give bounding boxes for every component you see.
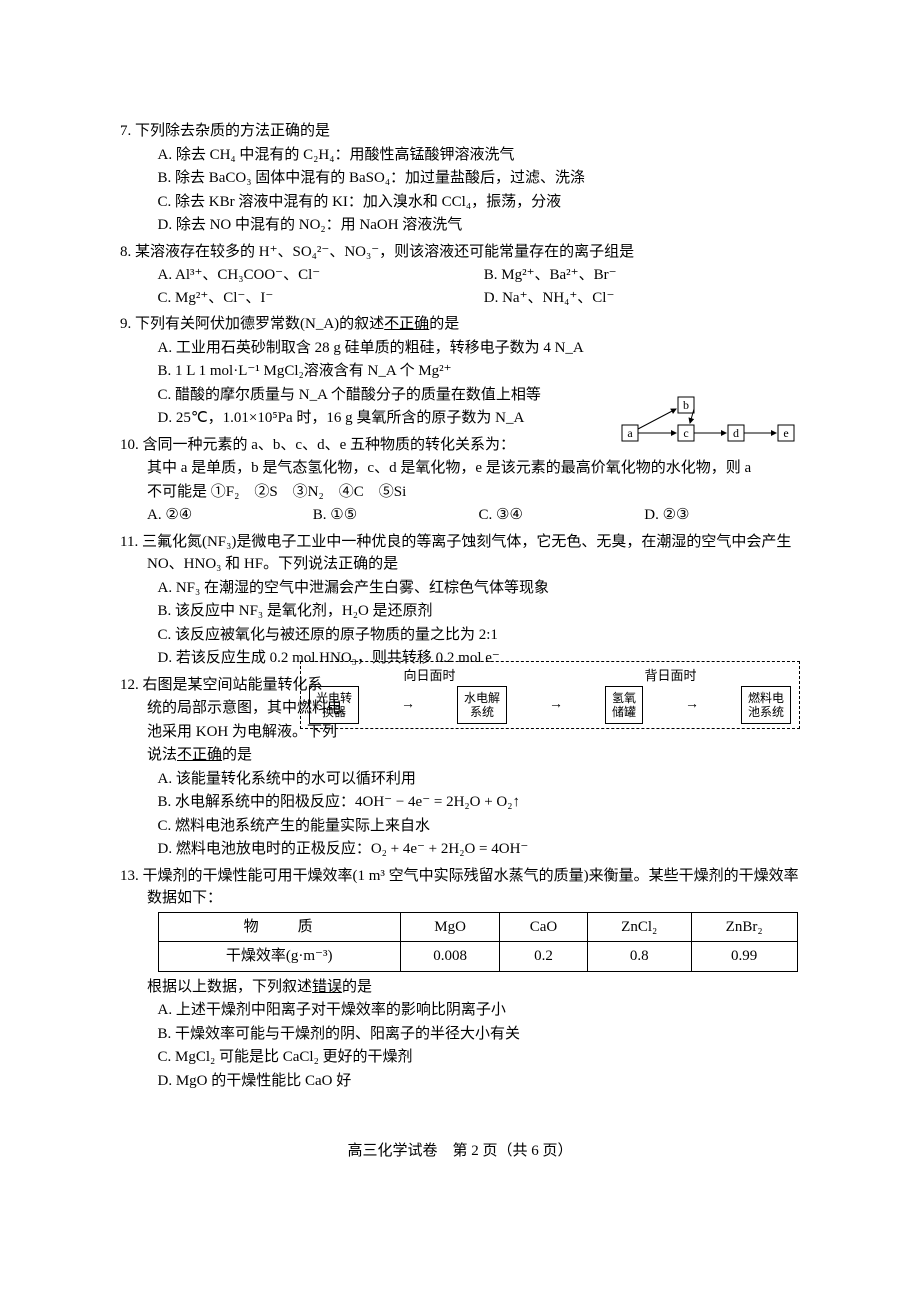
q12-box4: 燃料电 池系统: [741, 686, 791, 725]
q13-cont-pre: 根据以上数据，下列叙述: [147, 979, 312, 995]
q13-opt-b: B. 干燥效率可能与干燥剂的阴、阳离子的半径大小有关: [158, 1023, 811, 1046]
q10-node-b: b: [683, 398, 689, 412]
q12-box1-l1: 光电转: [316, 691, 352, 705]
q13-h0: 物 质: [158, 912, 400, 942]
q10-node-c: c: [683, 426, 688, 440]
q12-stem4-post: 的是: [222, 747, 252, 763]
q8-opt-b: B. Mg²⁺、Ba²⁺、Br⁻: [484, 264, 810, 287]
q9-stem-post: 的是: [429, 316, 459, 332]
q12-box3-l2: 储罐: [612, 705, 636, 719]
q13-v3: 0.99: [691, 942, 797, 972]
q11-opt-a: A. NF₃ 在潮湿的空气中泄漏会产生白雾、红棕色气体等现象: [158, 577, 811, 600]
q13-cont: 根据以上数据，下列叙述错误的是: [147, 976, 810, 999]
q13-cont-post: 的是: [342, 979, 372, 995]
q12-box4-l2: 池系统: [748, 705, 784, 719]
q13-opt-d: D. MgO 的干燥性能比 CaO 好: [158, 1070, 811, 1093]
q12-box3-l1: 氢氧: [612, 691, 636, 705]
q12-box2-l1: 水电解: [464, 691, 500, 705]
q12-label-left: 向日面时: [309, 666, 550, 686]
question-11: 11. 三氟化氮(NF₃)是微电子工业中一种优良的等离子蚀刻气体，它无色、无臭，…: [120, 531, 810, 670]
table-row: 物 质 MgO CaO ZnCl₂ ZnBr₂: [158, 912, 797, 942]
q7-stem: 7. 下列除去杂质的方法正确的是: [147, 120, 810, 143]
q12-stem4-und: 不正确: [177, 747, 222, 763]
page-footer: 高三化学试卷 第 2 页（共 6 页）: [0, 1140, 920, 1163]
q12-box4-l1: 燃料电: [748, 691, 784, 705]
question-7: 7. 下列除去杂质的方法正确的是 A. 除去 CH₄ 中混有的 C₂H₄：用酸性…: [120, 120, 810, 237]
q13-opt-a: A. 上述干燥剂中阳离子对干燥效率的影响比阴离子小: [158, 999, 811, 1022]
q9-stem-und: 不正确: [384, 316, 429, 332]
q12-box2: 水电解 系统: [457, 686, 507, 725]
q12-stem4: 说法不正确的是: [147, 744, 477, 767]
q13-table: 物 质 MgO CaO ZnCl₂ ZnBr₂ 干燥效率(g·m⁻³) 0.00…: [158, 912, 798, 972]
q12-box3: 氢氧 储罐: [605, 686, 643, 725]
q9-stem-pre: 9. 下列有关阿伏加德罗常数(N_A)的叙述: [120, 316, 384, 332]
q7-opt-d: D. 除去 NO 中混有的 NO₂：用 NaOH 溶液洗气: [158, 214, 811, 237]
q10-opt-c: C. ③④: [479, 504, 645, 527]
table-row: 干燥效率(g·m⁻³) 0.008 0.2 0.8 0.99: [158, 942, 797, 972]
q12-diagram: 向日面时 背日面时 光电转 换器 → 水电解 系统 → 氢氧 储罐 → 燃料电 …: [300, 661, 800, 729]
q12-opt-b: B. 水电解系统中的阳极反应：4OH⁻ − 4e⁻ = 2H₂O + O₂↑: [158, 791, 811, 814]
q7-opt-c: C. 除去 KBr 溶液中混有的 KI：加入溴水和 CCl₄，振荡，分液: [158, 191, 811, 214]
arrow-icon: →: [401, 694, 415, 715]
q9-stem: 9. 下列有关阿伏加德罗常数(N_A)的叙述不正确的是: [147, 313, 810, 336]
q10-cont1: 其中 a 是单质，b 是气态氢化物，c、d 是氧化物，e 是该元素的最高价氧化物…: [147, 457, 810, 480]
q13-opt-c: C. MgCl₂ 可能是比 CaCl₂ 更好的干燥剂: [158, 1046, 811, 1069]
q13-rl: 干燥效率(g·m⁻³): [158, 942, 400, 972]
q13-stem: 13. 干燥剂的干燥性能可用干燥效率(1 m³ 空气中实际残留水蒸气的质量)来衡…: [147, 865, 810, 910]
q10-opt-d: D. ②③: [644, 504, 810, 527]
q10-node-d: d: [733, 426, 739, 440]
q13-h3: ZnCl₂: [587, 912, 691, 942]
q12-box2-l2: 系统: [464, 705, 500, 719]
arrow-icon: →: [685, 694, 699, 715]
q10-opt-b: B. ①⑤: [313, 504, 479, 527]
arrow-icon: →: [549, 694, 563, 715]
q7-opt-b: B. 除去 BaCO₃ 固体中混有的 BaSO₄：加过量盐酸后，过滤、洗涤: [158, 167, 811, 190]
q13-v1: 0.2: [500, 942, 587, 972]
q11-opt-c: C. 该反应被氧化与被还原的原子物质的量之比为 2:1: [158, 624, 811, 647]
q12-opt-d: D. 燃料电池放电时的正极反应：O₂ + 4e⁻ + 2H₂O = 4OH⁻: [158, 838, 811, 861]
q8-opt-d: D. Na⁺、NH₄⁺、Cl⁻: [484, 287, 810, 310]
q11-opt-b: B. 该反应中 NF₃ 是氧化剂，H₂O 是还原剂: [158, 600, 811, 623]
q8-opt-c: C. Mg²⁺、Cl⁻、I⁻: [158, 287, 484, 310]
question-8: 8. 某溶液存在较多的 H⁺、SO₄²⁻、NO₃⁻，则该溶液还可能常量存在的离子…: [120, 241, 810, 310]
q12-stem4-pre: 说法: [147, 747, 177, 763]
q10-node-a: a: [627, 426, 633, 440]
question-10: 10. 含同一种元素的 a、b、c、d、e 五种物质的转化关系为： 其中 a 是…: [120, 434, 810, 527]
q10-svg: a b c d e: [620, 395, 800, 445]
q12-box1: 光电转 换器: [309, 686, 359, 725]
q8-opt-a: A. Al³⁺、CH₃COO⁻、Cl⁻: [158, 264, 484, 287]
q13-h1: MgO: [400, 912, 500, 942]
q11-stem: 11. 三氟化氮(NF₃)是微电子工业中一种优良的等离子蚀刻气体，它无色、无臭，…: [147, 531, 810, 576]
q12-opt-a: A. 该能量转化系统中的水可以循环利用: [158, 768, 811, 791]
q9-opt-a: A. 工业用石英砂制取含 28 g 硅单质的粗硅，转移电子数为 4 N_A: [158, 337, 811, 360]
q13-cont-und: 错误: [312, 979, 342, 995]
q13-v2: 0.8: [587, 942, 691, 972]
q10-node-e: e: [783, 426, 788, 440]
q13-h2: CaO: [500, 912, 587, 942]
q12-opt-c: C. 燃料电池系统产生的能量实际上来自水: [158, 815, 811, 838]
q13-h4: ZnBr₂: [691, 912, 797, 942]
q10-opt-a: A. ②④: [147, 504, 313, 527]
q13-v0: 0.008: [400, 942, 500, 972]
q12-label-right: 背日面时: [550, 666, 791, 686]
q7-opt-a: A. 除去 CH₄ 中混有的 C₂H₄：用酸性高锰酸钾溶液洗气: [158, 144, 811, 167]
q12-box1-l2: 换器: [316, 705, 352, 719]
question-13: 13. 干燥剂的干燥性能可用干燥效率(1 m³ 空气中实际残留水蒸气的质量)来衡…: [120, 865, 810, 1093]
q10-cont2: 不可能是 ①F₂ ②S ③N₂ ④C ⑤Si: [147, 481, 810, 504]
q10-diagram: a b c d e: [620, 395, 800, 445]
q9-opt-b: B. 1 L 1 mol·L⁻¹ MgCl₂溶液含有 N_A 个 Mg²⁺: [158, 360, 811, 383]
q8-stem: 8. 某溶液存在较多的 H⁺、SO₄²⁻、NO₃⁻，则该溶液还可能常量存在的离子…: [147, 241, 810, 264]
